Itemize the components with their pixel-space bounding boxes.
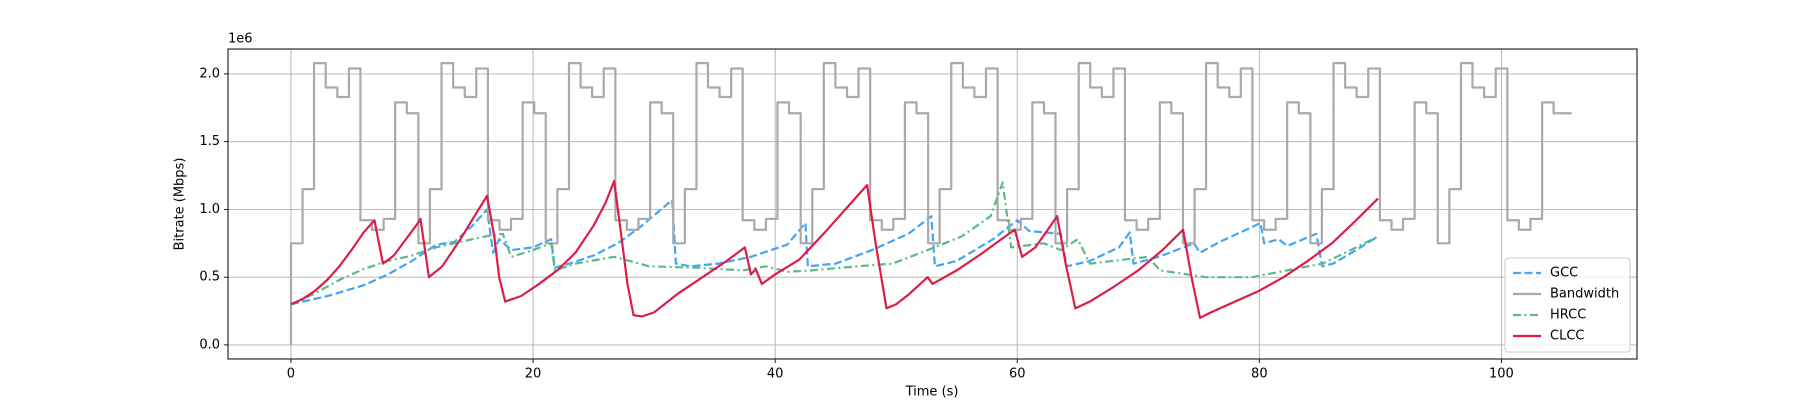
y-tick-label: 0.5 bbox=[199, 270, 220, 285]
x-axis-label: Time (s) bbox=[905, 385, 959, 400]
x-tick-label: 20 bbox=[525, 367, 542, 382]
y-axis-label: Bitrate (Mbps) bbox=[173, 158, 188, 251]
x-tick-label: 80 bbox=[1251, 367, 1268, 382]
legend-label: Bandwidth bbox=[1550, 287, 1619, 302]
series-line bbox=[290, 198, 1379, 306]
x-tick-label: 100 bbox=[1489, 367, 1514, 382]
x-tick-label: 40 bbox=[767, 367, 784, 382]
x-tick-label: 60 bbox=[1009, 367, 1026, 382]
series-line bbox=[290, 179, 1379, 319]
legend-label: CLCC bbox=[1550, 329, 1584, 344]
y-tick-label: 1.0 bbox=[199, 202, 220, 217]
y-tick-label: 1.5 bbox=[199, 134, 220, 149]
legend: GCC Bandwidth HRCC CLCC bbox=[1504, 257, 1631, 353]
y-tick-label: 2.0 bbox=[199, 66, 220, 81]
legend-label: GCC bbox=[1550, 266, 1578, 281]
plot-frame bbox=[227, 48, 1638, 360]
series-line bbox=[290, 181, 1379, 306]
x-tick-label: 0 bbox=[287, 367, 295, 382]
y-offset-text: 1e6 bbox=[228, 32, 253, 47]
series-line bbox=[289, 61, 1572, 345]
y-tick-label: 0.0 bbox=[199, 337, 220, 352]
legend-label: HRCC bbox=[1550, 308, 1586, 323]
legend-box bbox=[1504, 257, 1631, 353]
